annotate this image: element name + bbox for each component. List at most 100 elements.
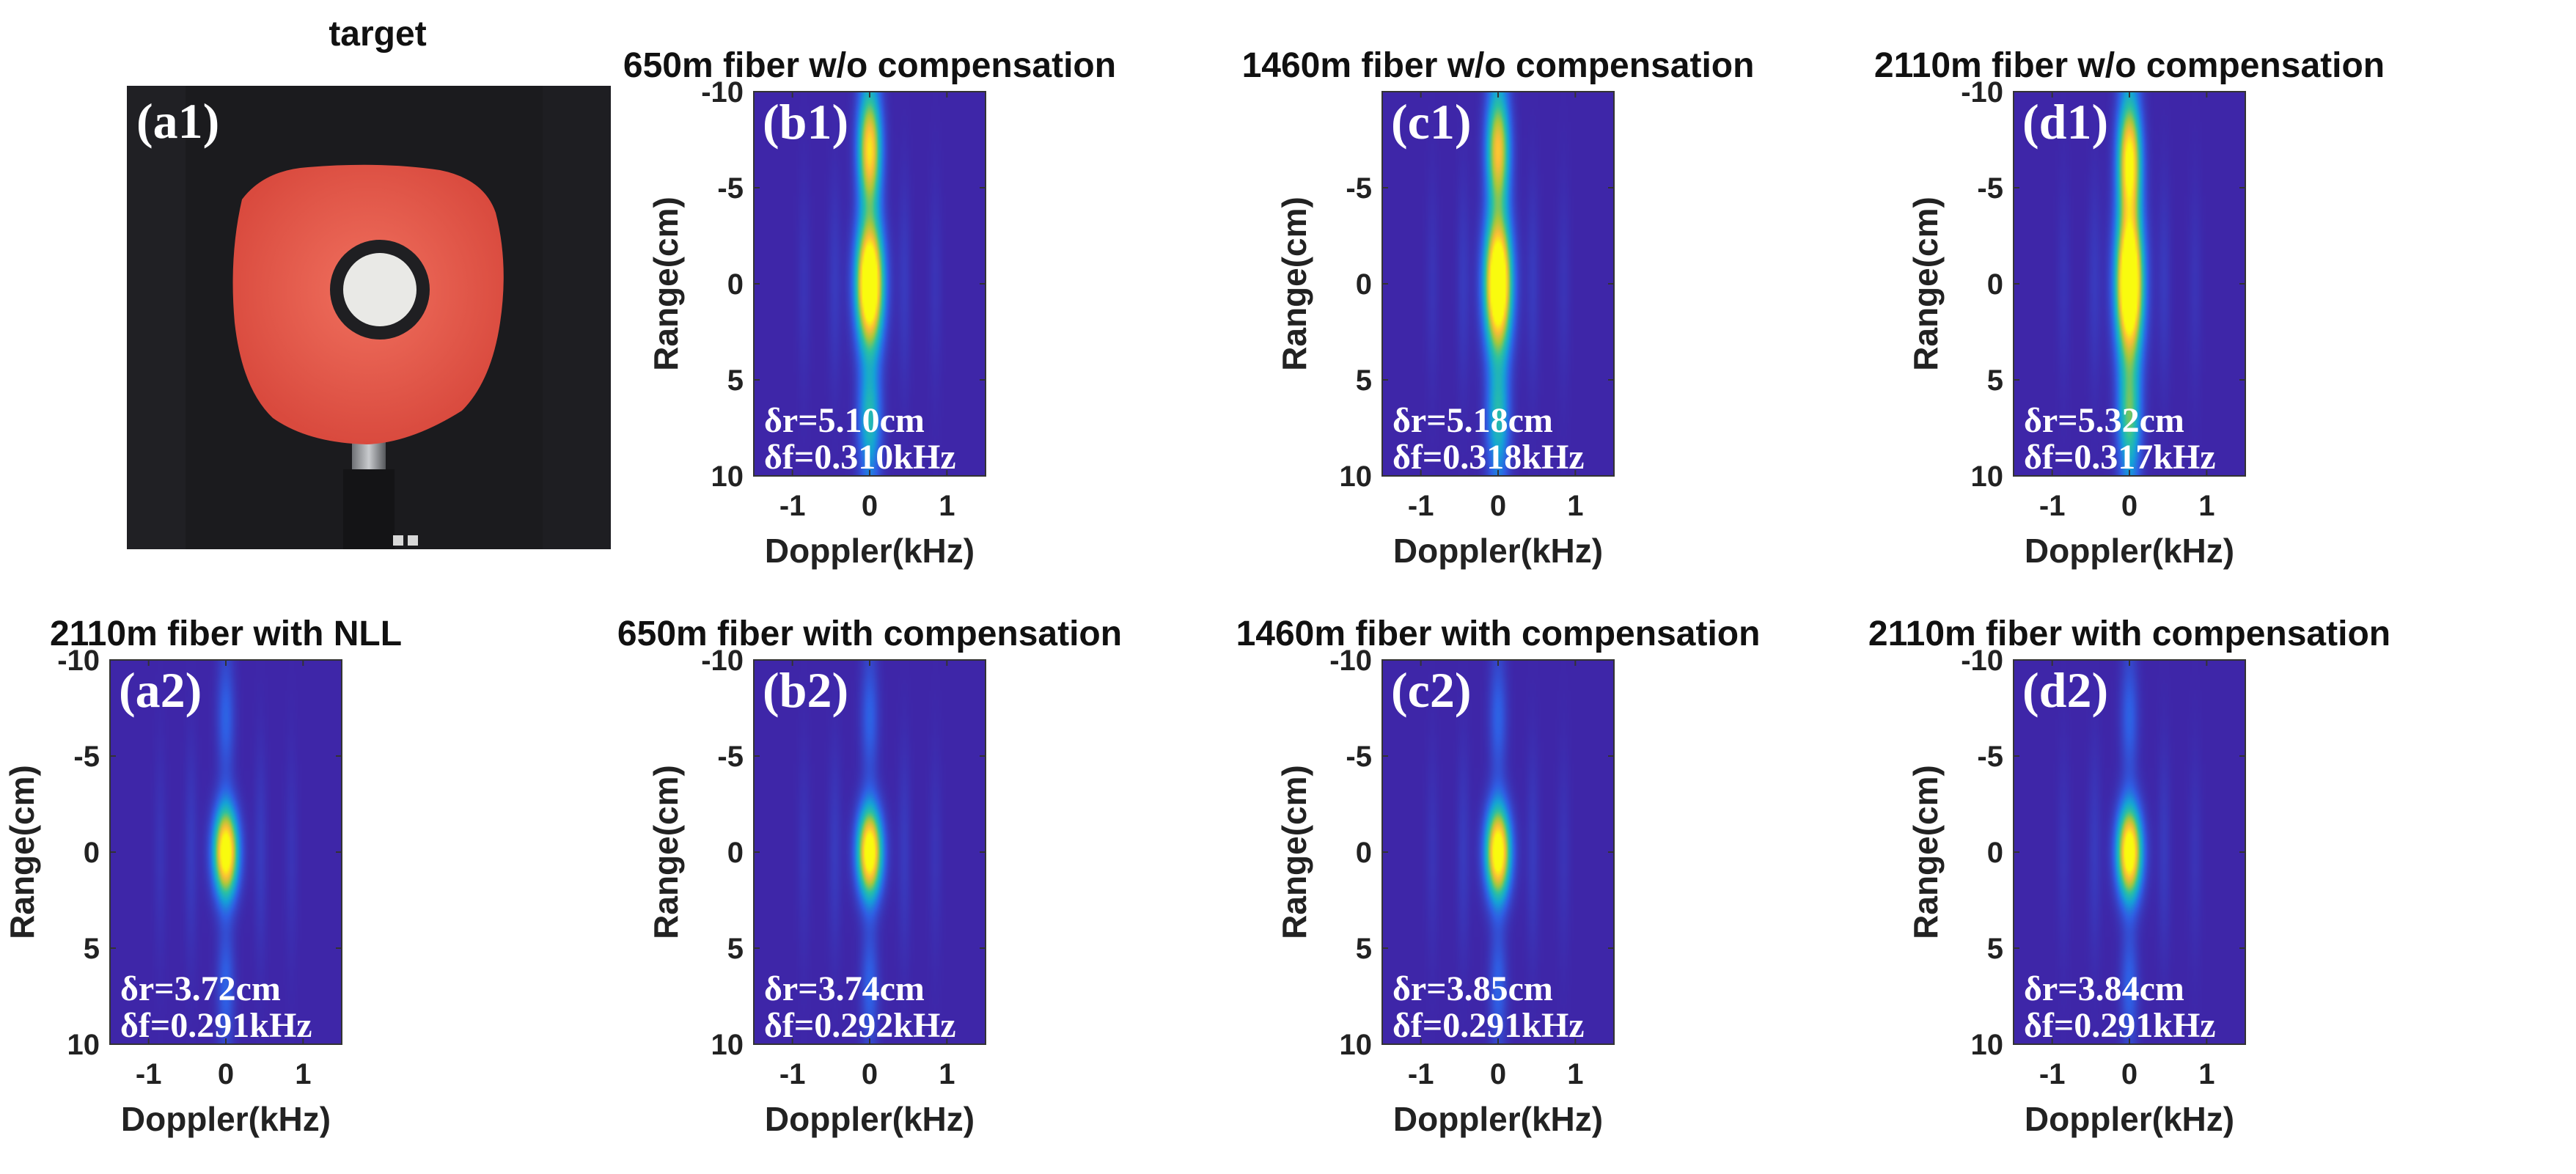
- x-tick-label: 1: [295, 1058, 311, 1090]
- x-tick-label: 0: [862, 1058, 878, 1090]
- heatmap-image: [754, 660, 986, 1044]
- range-resolution-annotation: δr=5.10cm: [764, 401, 925, 440]
- y-tick-label: -5: [1977, 741, 2003, 773]
- y-tick-label: -10: [1961, 76, 2003, 109]
- y-axis-label: Range(cm): [647, 197, 685, 371]
- x-tick-label: 1: [1567, 490, 1583, 522]
- x-tick-label: -1: [136, 1058, 162, 1090]
- x-tick-label: 0: [862, 490, 878, 522]
- panel-c2: 1460m fiber with compensation-1 0 1-10-505…: [1236, 614, 1761, 1138]
- x-tick-label: 0: [218, 1058, 234, 1090]
- panel-b2: 650m fiber with compensation-1 0 1-10-5051…: [617, 614, 1122, 1138]
- panel-label: (b2): [763, 662, 848, 718]
- y-tick-label: 10: [711, 461, 744, 493]
- heatmap-image: [1382, 92, 1614, 476]
- panel-label: (b1): [763, 94, 848, 150]
- panel-label: (d2): [2022, 662, 2108, 718]
- x-tick-label: -1: [2039, 490, 2066, 522]
- y-tick-label: -5: [1977, 172, 2003, 205]
- x-axis-label: Doppler(kHz): [1393, 532, 1603, 570]
- x-tick-label: 0: [1490, 490, 1506, 522]
- y-axis-label: Range(cm): [1275, 765, 1313, 939]
- heatmap-image: [754, 92, 986, 476]
- x-tick-label: 0: [2121, 1058, 2138, 1090]
- y-tick-label: 0: [1987, 837, 2003, 869]
- x-axis-label: Doppler(kHz): [2025, 532, 2234, 570]
- y-tick-label: 0: [1356, 837, 1372, 869]
- doppler-resolution-annotation: δf=0.317kHz: [2024, 438, 2216, 477]
- y-tick-label: 0: [84, 837, 100, 869]
- target-photo: [127, 86, 611, 549]
- x-tick-label: -1: [1408, 490, 1434, 522]
- photo-title: target: [329, 15, 426, 54]
- y-axis-label: Range(cm): [1907, 765, 1945, 939]
- y-tick-label: -10: [57, 645, 100, 677]
- panel-d2: 2110m fiber with compensation-1 0 1-10-505…: [1868, 614, 2390, 1138]
- x-tick-label: -1: [779, 1058, 806, 1090]
- target-center: [343, 253, 417, 326]
- heatmap-image: [1382, 660, 1614, 1044]
- panel-label: (a2): [119, 662, 202, 718]
- doppler-resolution-annotation: δf=0.310kHz: [764, 438, 956, 477]
- panel-label: (d1): [2022, 94, 2108, 150]
- y-tick-label: 5: [1356, 933, 1372, 965]
- x-axis-label: Doppler(kHz): [2025, 1100, 2234, 1138]
- heatmap-image: [110, 660, 342, 1044]
- range-resolution-annotation: δr=5.32cm: [2024, 401, 2184, 440]
- y-tick-label: 5: [1987, 364, 2003, 397]
- y-tick-label: 10: [1340, 461, 1373, 493]
- y-tick-label: 10: [1971, 1029, 2004, 1061]
- doppler-resolution-annotation: δf=0.318kHz: [1392, 438, 1585, 477]
- y-tick-label: -5: [717, 172, 744, 205]
- x-tick-label: -1: [779, 490, 806, 522]
- range-resolution-annotation: δr=3.85cm: [1392, 969, 1553, 1008]
- doppler-resolution-annotation: δf=0.291kHz: [1392, 1006, 1585, 1045]
- doppler-resolution-annotation: δf=0.291kHz: [120, 1006, 312, 1045]
- panel-title: 650m fiber with compensation: [617, 614, 1122, 653]
- x-tick-label: 1: [1567, 1058, 1583, 1090]
- y-tick-label: 0: [1987, 268, 2003, 301]
- y-axis-label: Range(cm): [1907, 197, 1945, 371]
- y-tick-label: -5: [73, 741, 100, 773]
- range-resolution-annotation: δr=3.72cm: [120, 969, 281, 1008]
- y-tick-label: -5: [717, 741, 744, 773]
- x-tick-label: 1: [2198, 1058, 2214, 1090]
- y-tick-label: 5: [84, 933, 100, 965]
- x-tick-label: 1: [939, 1058, 955, 1090]
- y-tick-label: 5: [727, 364, 744, 397]
- y-tick-label: 10: [711, 1029, 744, 1061]
- y-axis-label: Range(cm): [3, 765, 41, 939]
- y-tick-label: -10: [701, 645, 744, 677]
- y-tick-label: -10: [1329, 645, 1372, 677]
- y-tick-label: 0: [1356, 268, 1372, 301]
- heatmap-panels: 650m fiber w/o compensation-1 0 1-10-50510…: [3, 46, 2390, 1138]
- panel-title: 2110m fiber with compensation: [1868, 614, 2390, 653]
- y-axis-label: Range(cm): [647, 765, 685, 939]
- x-tick-label: 0: [1490, 1058, 1506, 1090]
- y-tick-label: -10: [701, 76, 744, 109]
- panel-title: 650m fiber w/o compensation: [623, 46, 1116, 85]
- panel-c1: 1460m fiber w/o compensation -1 0 1 -5 0 5 10 Do…: [1242, 46, 1755, 570]
- doppler-resolution-annotation: δf=0.291kHz: [2024, 1006, 2216, 1045]
- y-tick-label: 0: [727, 837, 744, 869]
- x-axis-label: Doppler(kHz): [765, 532, 975, 570]
- panel-title: 2110m fiber with NLL: [50, 614, 402, 653]
- y-tick-label: -10: [1961, 645, 2003, 677]
- y-tick-label: -5: [1346, 172, 1372, 205]
- panel-title: 1460m fiber with compensation: [1236, 614, 1761, 653]
- panel-title: 2110m fiber w/o compensation: [1874, 46, 2385, 85]
- heatmap-image: [2014, 660, 2245, 1044]
- panel-a2: 2110m fiber with NLL-1 0 1-10-50510Doppler…: [3, 614, 402, 1138]
- x-tick-label: 1: [2198, 490, 2214, 522]
- range-resolution-annotation: δr=5.18cm: [1392, 401, 1553, 440]
- range-resolution-annotation: δr=3.74cm: [764, 969, 925, 1008]
- y-tick-label: -5: [1346, 741, 1372, 773]
- y-axis-label: Range(cm): [1275, 197, 1313, 371]
- x-tick-label: -1: [2039, 1058, 2066, 1090]
- y-tick-label: 10: [67, 1029, 100, 1061]
- panel-b1: 650m fiber w/o compensation-1 0 1-10-50510…: [623, 46, 1116, 570]
- y-tick-label: 5: [1356, 364, 1372, 397]
- y-tick-label: 0: [727, 268, 744, 301]
- panel-title: 1460m fiber w/o compensation: [1242, 46, 1755, 85]
